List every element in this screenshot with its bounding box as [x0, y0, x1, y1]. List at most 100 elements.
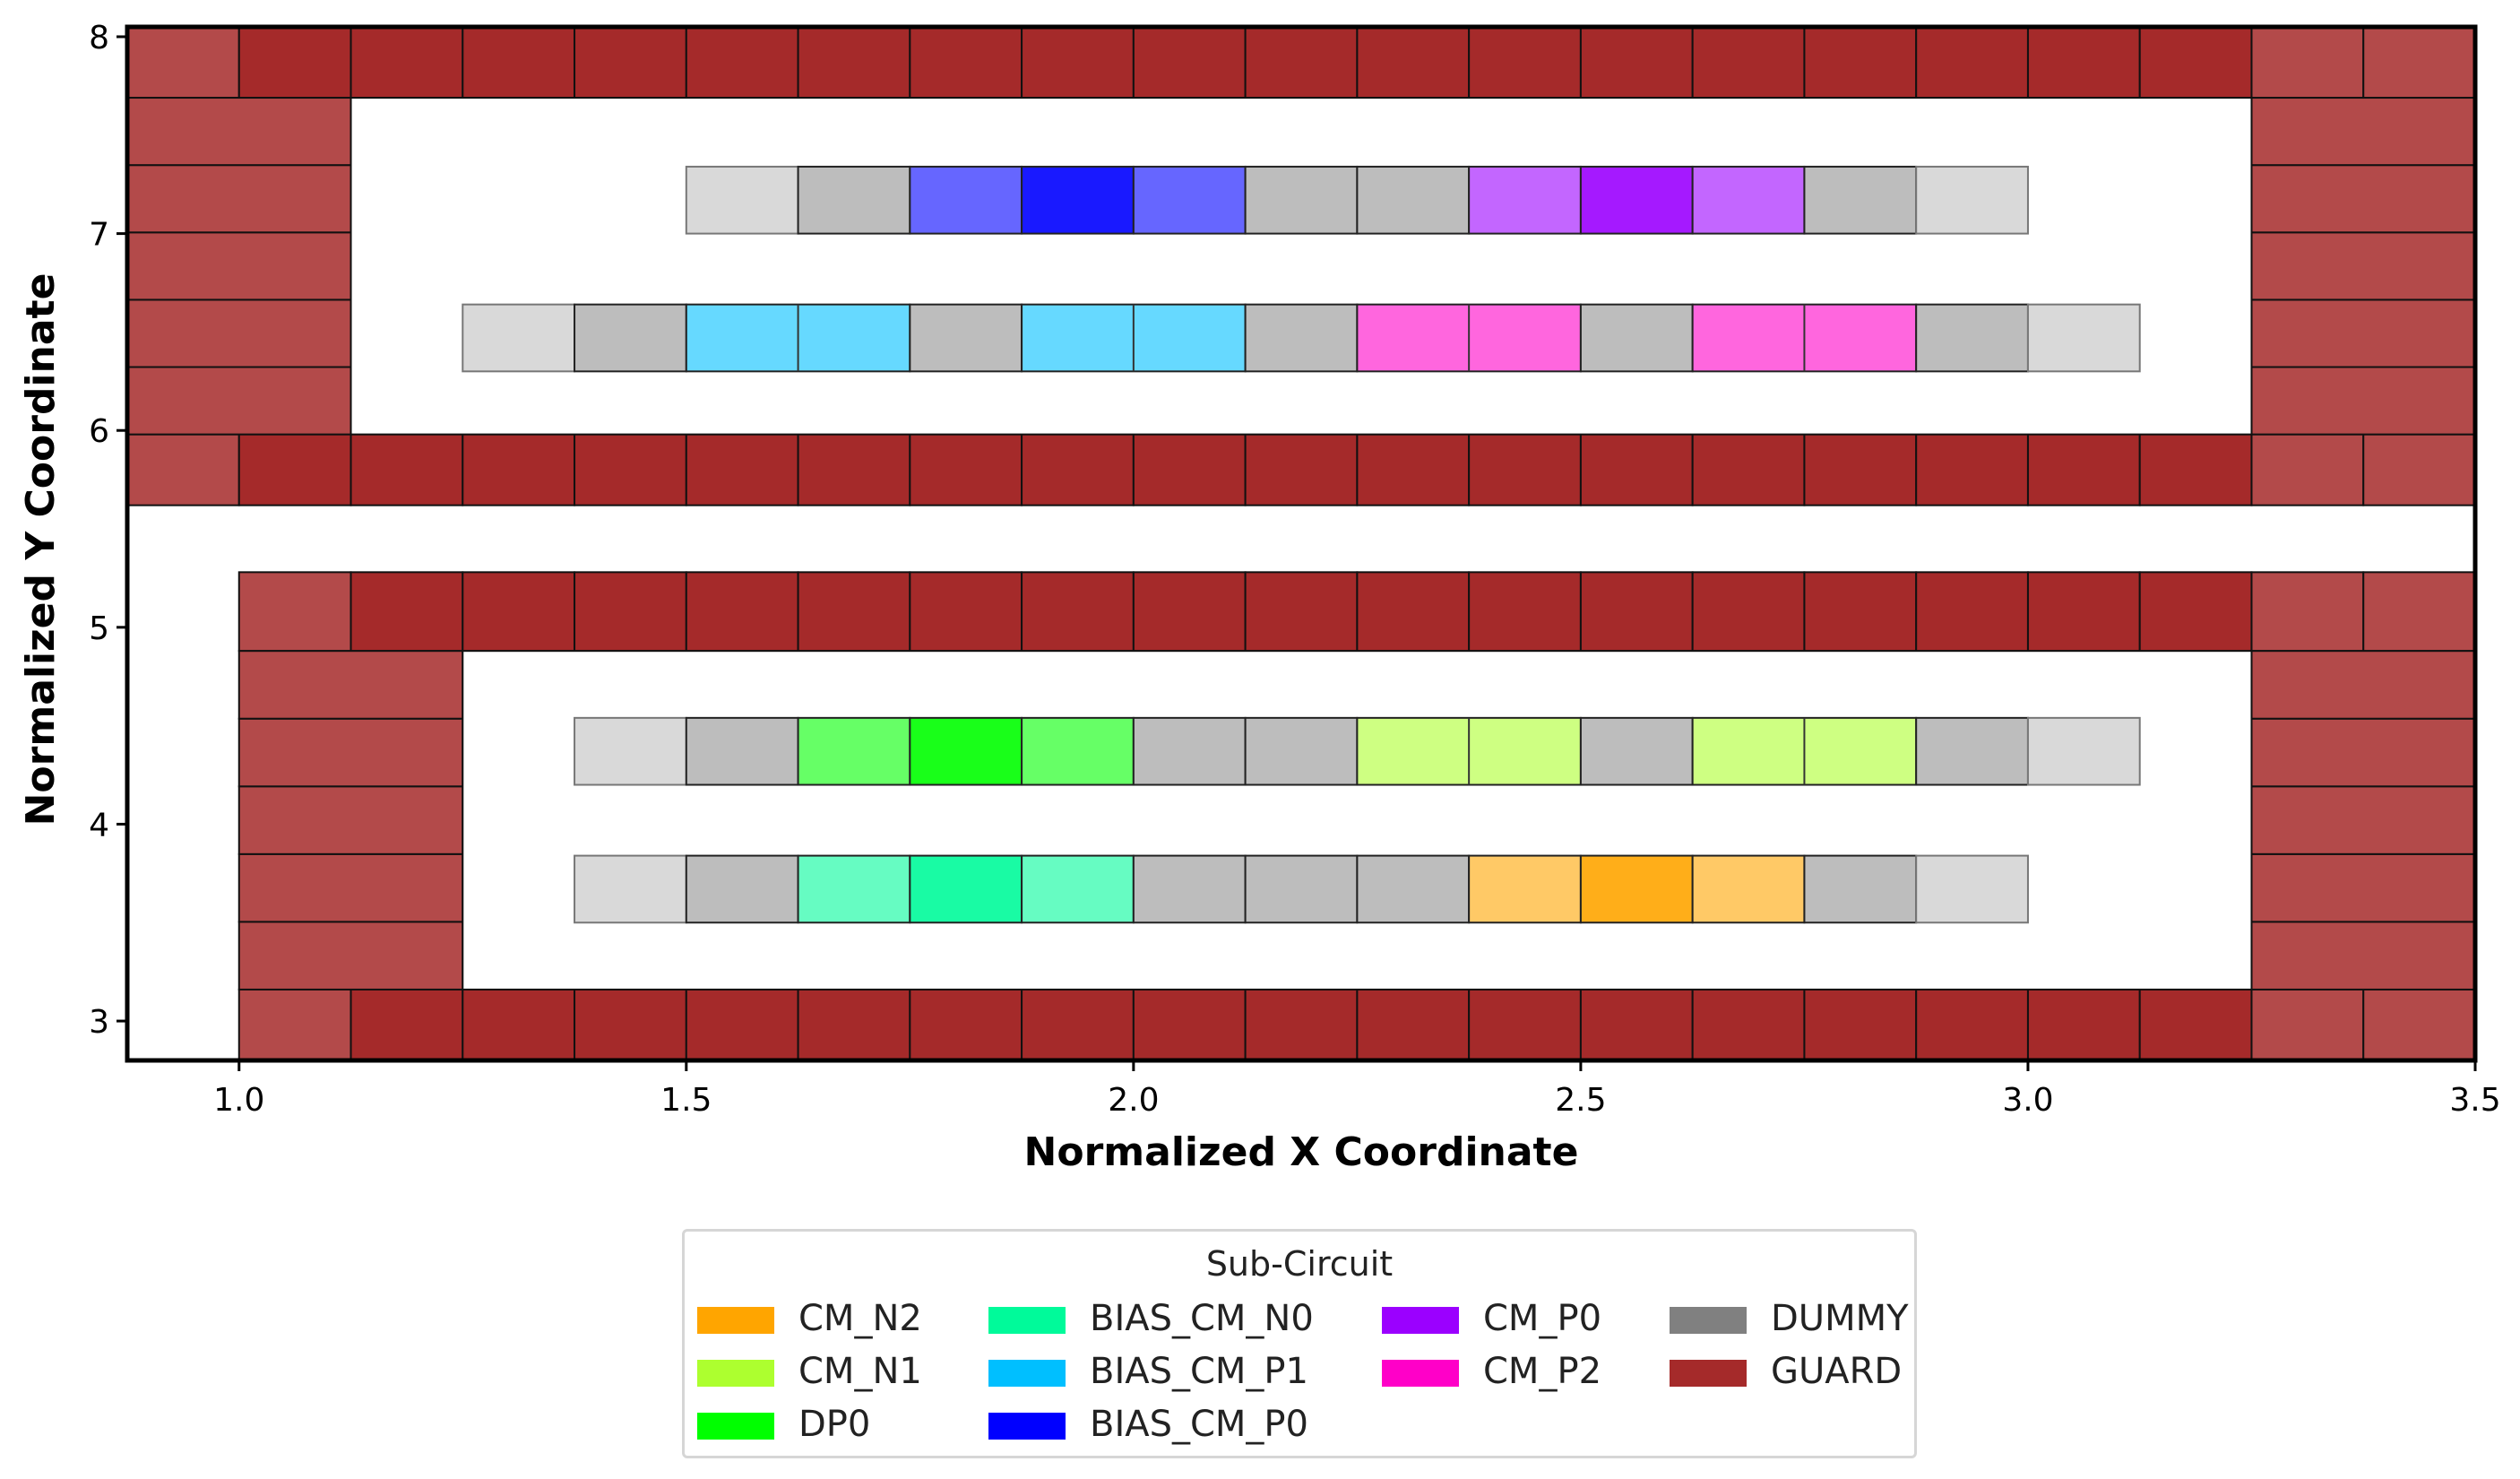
legend-swatch [1382, 1360, 1459, 1387]
guard-cell [2250, 988, 2365, 1061]
guard-cell [2250, 785, 2476, 855]
y-tick-label: 8 [89, 20, 109, 56]
legend-swatch [1382, 1307, 1459, 1334]
guard-cell [2250, 717, 2476, 788]
guard-ring-interior [350, 97, 2253, 436]
guard-cell [1132, 26, 1247, 99]
guard-cell [462, 571, 576, 653]
guard-cell [126, 231, 352, 301]
y-tick-label: 5 [89, 610, 109, 647]
legend-title: Sub-Circuit [1205, 1244, 1394, 1284]
guard-cell [126, 164, 352, 234]
guard-cell [797, 433, 911, 506]
guard-cell [1691, 571, 1806, 653]
guard-cell [462, 433, 576, 506]
tick-layer: 1.0 1.5 2.0 2.5 3.0 3.5 3 4 5 6 7 8 [89, 20, 2501, 1119]
cell-dummy [1803, 854, 1918, 924]
guard-cell [1468, 433, 1582, 506]
cell-cm-p0 [1468, 165, 1582, 235]
guard-cell [2250, 433, 2365, 506]
legend-label: BIAS_CM_P1 [1090, 1351, 1309, 1392]
x-tick-label: 2.0 [1108, 1082, 1159, 1119]
guard-cell [2138, 571, 2253, 653]
guard-cell [2138, 26, 2253, 99]
layout-plot: 1.0 1.5 2.0 2.5 3.0 3.5 3 4 5 6 7 8 Normalized X Co… [18, 20, 2501, 1175]
guard-cell [237, 921, 464, 990]
guard-cell [2250, 298, 2476, 368]
guard-cell [2362, 26, 2476, 99]
guard-cell [126, 26, 240, 99]
guard-cell [2362, 433, 2476, 506]
y-tick-label: 3 [89, 1004, 109, 1041]
guard-cell [1691, 26, 1806, 99]
guard-cell [1244, 26, 1359, 99]
legend-swatch [988, 1307, 1066, 1334]
guard-cell [1021, 26, 1135, 99]
guard-cell [1691, 433, 1806, 506]
guard-cell [1803, 988, 1918, 1061]
cell-dp0 [1021, 716, 1135, 786]
cell-cm-p0 [1579, 165, 1694, 235]
guard-cell [909, 26, 1023, 99]
guard-cell [909, 433, 1023, 506]
guard-cell [2250, 571, 2365, 653]
guard-cell [126, 97, 352, 167]
legend-swatch [988, 1413, 1066, 1440]
y-tick-label: 4 [89, 807, 109, 843]
guard-cell [2250, 650, 2476, 720]
cell-dummy [685, 165, 799, 235]
guard-cell [126, 366, 352, 436]
cell-bias-cm-p0 [1132, 165, 1247, 235]
cell-dummy [1579, 716, 1694, 786]
guard-cell [909, 988, 1023, 1061]
legend-swatch [988, 1360, 1066, 1387]
guard-cell [1356, 988, 1471, 1061]
guard-cell [350, 26, 464, 99]
cell-dummy [1132, 716, 1247, 786]
x-tick-label: 1.0 [213, 1082, 264, 1119]
legend-label: DUMMY [1771, 1298, 1909, 1339]
guard-cell [237, 433, 352, 506]
guard-cell [1915, 571, 2029, 653]
cell-bias-cm-n0 [1021, 854, 1135, 924]
cell-dummy [797, 165, 911, 235]
guard-cell [1244, 988, 1359, 1061]
x-tick-label: 1.5 [660, 1082, 712, 1119]
guard-cell [1132, 433, 1247, 506]
guard-cell [2250, 852, 2476, 923]
guard-cell [1915, 433, 2029, 506]
cell-dummy [1915, 303, 2029, 373]
guard-cell [237, 785, 464, 855]
cell-dummy [1579, 303, 1694, 373]
guard-cell [1691, 988, 1806, 1061]
guard-cell [1356, 26, 1471, 99]
guard-cell [1915, 26, 2029, 99]
guard-cell [574, 571, 687, 653]
guard-cell [237, 988, 352, 1061]
cell-dummy [685, 854, 799, 924]
legend-label: BIAS_CM_P0 [1090, 1404, 1309, 1445]
cell-cm-n2 [1579, 854, 1694, 924]
cell-bias-cm-n0 [909, 854, 1023, 924]
guard-cell [797, 988, 911, 1061]
guard-cell [1579, 433, 1694, 506]
guard-cell [350, 433, 464, 506]
legend-swatch [1670, 1307, 1747, 1334]
guard-cell [1803, 571, 1918, 653]
guard-cell [2250, 231, 2476, 301]
y-tick-label: 6 [89, 413, 109, 450]
cell-bias-cm-n0 [797, 854, 911, 924]
legend-swatch [1670, 1360, 1747, 1387]
x-tick-label: 3.0 [2002, 1082, 2053, 1119]
guard-cell [2362, 988, 2476, 1061]
guard-cell [237, 717, 464, 788]
guard-cell [1356, 433, 1471, 506]
cell-dummy [909, 303, 1023, 373]
cell-dummy [1244, 854, 1359, 924]
legend-label: GUARD [1771, 1351, 1903, 1392]
cell-dummy [2026, 303, 2141, 373]
guard-cell [797, 26, 911, 99]
cell-dummy [1356, 854, 1471, 924]
guard-cell [2250, 26, 2365, 99]
cell-dummy [1915, 165, 2029, 235]
